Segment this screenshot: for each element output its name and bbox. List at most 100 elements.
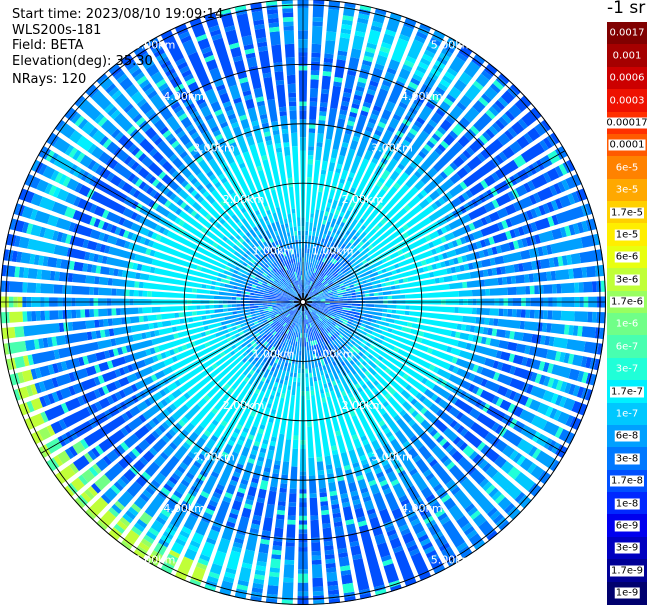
range-ring-label: 1.00km bbox=[312, 348, 354, 361]
beta-gate-cells bbox=[52, 23, 559, 579]
colorbar-swatch: 3e-6 bbox=[607, 268, 647, 292]
colorbar-swatch: 1e-5 bbox=[607, 223, 647, 247]
colorbar-swatch: 6e-8 bbox=[607, 424, 647, 448]
range-ring-label: 4.00km bbox=[401, 90, 443, 103]
colorbar-tick-label: 1.7e-9 bbox=[609, 565, 645, 577]
azimuth-spoke bbox=[151, 301, 304, 565]
azimuth-spoke bbox=[302, 301, 455, 565]
origin-dot bbox=[300, 299, 306, 305]
range-ring bbox=[183, 182, 423, 422]
colorbar-swatch: 0.0001 bbox=[607, 133, 647, 157]
range-ring-label: 5.00km bbox=[134, 39, 176, 52]
range-ring-label: 5.00km bbox=[431, 553, 473, 566]
range-ring-label: 5.00km bbox=[134, 553, 176, 566]
beta-sector-grid bbox=[0, 0, 606, 605]
azimuth-spoke bbox=[302, 301, 566, 454]
colorbar-swatch: 1e-8 bbox=[607, 492, 647, 516]
colorbar-tick-label: 1e-9 bbox=[614, 587, 640, 599]
colorbar-tick-label: 3e-8 bbox=[614, 453, 640, 465]
colorbar-tick-label: 1e-8 bbox=[614, 498, 640, 510]
colorbar-swatch: 6e-6 bbox=[607, 245, 647, 269]
device-label: WLS200s-181 bbox=[12, 23, 102, 38]
range-ring-label: 3.00km bbox=[371, 142, 413, 155]
range-ring-label: 4.00km bbox=[163, 502, 205, 515]
range-ring bbox=[64, 63, 542, 541]
range-ring bbox=[124, 123, 482, 481]
elevation-label: Elevation(deg): 35.30 bbox=[12, 54, 153, 69]
colorbar-swatch: 0.00017 bbox=[605, 111, 647, 135]
colorbar-tick-label: 1e-5 bbox=[614, 229, 640, 241]
colorbar-tick-label: 1e-6 bbox=[615, 318, 639, 330]
start-time-label: Start time: 2023/08/10 19:09:14 bbox=[12, 7, 224, 22]
azimuth-spoke bbox=[40, 301, 304, 454]
colorbar-tick-label: 6e-8 bbox=[614, 430, 640, 442]
colorbar-swatch: 1e-6 bbox=[607, 313, 647, 336]
colorbar-tick-label: 0.0017 bbox=[609, 27, 645, 39]
colorbar-tick-label: 6e-6 bbox=[614, 251, 640, 263]
azimuth-spoke bbox=[302, 39, 455, 303]
azimuth-spokes bbox=[0, 0, 606, 605]
colorbar-tick-label: 3e-7 bbox=[615, 363, 639, 375]
range-ring-label: 2.00km bbox=[223, 399, 265, 412]
colorbar-swatch: 1e-7 bbox=[607, 402, 647, 426]
colorbar-swatch: 0.0006 bbox=[607, 66, 647, 90]
azimuth-spoke bbox=[151, 39, 304, 303]
colorbar-tick-label: 3e-5 bbox=[615, 184, 639, 196]
range-ring-label: 2.00km bbox=[342, 399, 384, 412]
max-range-ring bbox=[0, 0, 606, 605]
range-ring-label: 3.00km bbox=[371, 450, 413, 463]
range-ring-label: 5.00km bbox=[431, 39, 473, 52]
range-ring bbox=[243, 242, 363, 362]
colorbar-units-label: -1 sr bbox=[607, 0, 646, 18]
colorbar-swatch: 6e-9 bbox=[607, 514, 647, 538]
range-ring-label: 1.00km bbox=[312, 245, 354, 258]
colorbar-tick-label: 0.0003 bbox=[609, 95, 645, 107]
colorbar-tick-label: 6e-7 bbox=[615, 341, 639, 353]
colorbar-tick-label: 1.7e-8 bbox=[609, 475, 645, 487]
colorbar-swatch: 0.0003 bbox=[607, 89, 647, 113]
colorbar-tick-label: 3e-9 bbox=[614, 542, 640, 554]
colorbar-swatch: 3e-7 bbox=[607, 357, 647, 381]
range-ring bbox=[5, 4, 601, 600]
range-ring-label: 2.00km bbox=[223, 193, 265, 206]
range-ring-label: 3.00km bbox=[193, 450, 235, 463]
colorbar-tick-label: 1.7e-6 bbox=[609, 296, 645, 308]
range-ring-label: 4.00km bbox=[163, 90, 205, 103]
colorbar-tick-label: 0.00017 bbox=[605, 117, 647, 129]
colorbar-swatch: 3e-5 bbox=[607, 178, 647, 202]
colorbar-swatch: 1e-9 bbox=[607, 581, 647, 605]
colorbar-tick-label: 0.0001 bbox=[608, 139, 646, 151]
colorbar-tick-label: 1e-7 bbox=[615, 408, 639, 420]
range-ring-label: 4.00km bbox=[401, 502, 443, 515]
field-label: Field: BETA bbox=[12, 38, 84, 53]
range-ring-labels: 1.00km 1.00km 1.00km 1.00km 2.00km 2.00km 2.00… bbox=[134, 39, 473, 567]
beta-gate-cells bbox=[0, 0, 606, 605]
beta-gate-cells bbox=[0, 0, 606, 605]
colorbar-swatch: 3e-8 bbox=[607, 447, 647, 471]
nrays-label: NRays: 120 bbox=[12, 72, 87, 87]
colorbar-tick-label: 6e-9 bbox=[614, 520, 640, 532]
colorbar-tick-label: 3e-6 bbox=[614, 274, 640, 286]
colorbar-swatch: 6e-7 bbox=[607, 335, 647, 359]
range-rings bbox=[0, 0, 606, 605]
colorbar-swatch: 1.7e-5 bbox=[607, 201, 647, 225]
colorbar-swatch: 1.7e-7 bbox=[607, 380, 647, 404]
colorbar-tick-label: 0.001 bbox=[612, 50, 642, 62]
colorbar-swatch: 1.7e-8 bbox=[607, 469, 647, 493]
range-ring-label: 1.00km bbox=[253, 245, 295, 258]
range-ring-label: 1.00km bbox=[253, 348, 295, 361]
range-ring-label: 2.00km bbox=[342, 193, 384, 206]
colorbar-swatch: 0.0017 bbox=[607, 22, 647, 45]
beta-gate-cells bbox=[0, 296, 208, 583]
colorbar-swatch: 6e-5 bbox=[607, 156, 647, 180]
range-ring-label: 3.00km bbox=[193, 142, 235, 155]
colorbar-swatch: 0.001 bbox=[607, 44, 647, 68]
beta-gate-cells bbox=[22, 13, 580, 587]
colorbar-swatch: 1.7e-9 bbox=[607, 559, 647, 583]
radar-origin-marker bbox=[294, 293, 312, 311]
beta-gate-cells bbox=[18, 0, 605, 605]
colorbar-tick-label: 6e-5 bbox=[615, 162, 639, 174]
colorbar-tick-label: 0.0006 bbox=[609, 72, 645, 84]
colorbar-swatch: 1.7e-6 bbox=[607, 290, 647, 314]
